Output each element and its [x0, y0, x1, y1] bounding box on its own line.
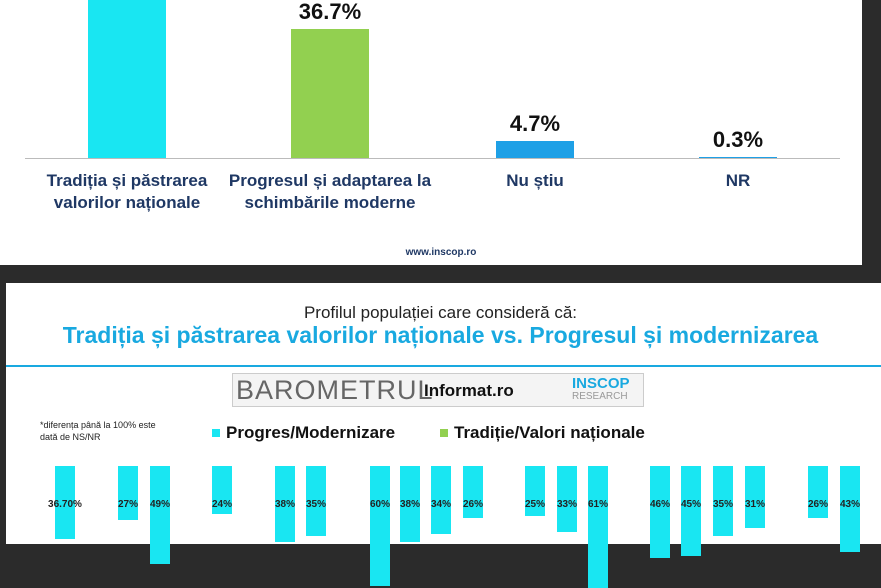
footer: www.inscop.ro: [405, 247, 477, 258]
divider: [6, 365, 881, 367]
bar-segment: [370, 466, 390, 586]
category-label: Tradiția și păstrarea valorilor național…: [46, 171, 208, 212]
bar-segment: [275, 466, 295, 542]
bar-segment: [840, 466, 860, 552]
footnote: *diferența până la 100% este dată de NS/…: [40, 420, 156, 442]
category-label: NR: [725, 171, 751, 190]
bar-segment: [557, 466, 577, 532]
bar: [88, 0, 166, 158]
bar-label: 46%: [649, 499, 670, 510]
bar-label: 27%: [117, 499, 138, 510]
legend-swatch: [212, 429, 220, 437]
legend-swatch: [440, 429, 448, 437]
bar-segment: [588, 466, 608, 588]
legend-label: Tradiție/Valori naționale: [454, 423, 645, 442]
bar-segment: [431, 466, 451, 534]
bar-label: 26%: [462, 499, 483, 510]
bar-label: 38%: [274, 499, 295, 510]
category-label: Nu știu: [506, 171, 564, 190]
category-label: Progresul și adaptarea la schimbările mo…: [228, 171, 432, 212]
bar-label: 35%: [305, 499, 326, 510]
bar-label: 34%: [430, 499, 451, 510]
bar-segment: [212, 466, 232, 514]
bar-label: 31%: [744, 499, 765, 510]
bar-label: 26%: [807, 499, 828, 510]
bar-label: 60%: [369, 499, 390, 510]
bar-segment: [306, 466, 326, 536]
bar: [699, 156, 777, 159]
bar-segment: [681, 466, 701, 556]
top-panel: Tradiția și păstrarea valorilor național…: [0, 0, 862, 265]
bar-segment: [463, 466, 483, 518]
bar-label: 25%: [524, 499, 545, 510]
bar-segment: [55, 466, 75, 540]
logo: BAROMETRUL: [236, 375, 434, 405]
bar-label: 36.70%: [48, 499, 82, 510]
logo: RESEARCH: [572, 391, 628, 402]
bar-label: 33%: [556, 499, 577, 510]
bar-segment: [150, 466, 170, 564]
bar: [496, 141, 574, 158]
subtitle: Profilul populației care consideră că:: [303, 303, 578, 322]
legend-label: Progres/Modernizare: [226, 423, 396, 442]
logo-box: [232, 373, 644, 407]
bar-label: 43%: [839, 499, 860, 510]
bar-label: 38%: [399, 499, 420, 510]
bar-segment: [745, 466, 765, 528]
bottom-panel: Profilul populației care consideră că: Tr…: [6, 283, 881, 588]
bar-segment: [808, 466, 828, 518]
bar-segment: [118, 466, 138, 520]
bar: [291, 29, 369, 158]
value-label: 4.7%: [509, 111, 561, 137]
logo: INSCOP: [572, 375, 630, 392]
value-label: 36.7%: [298, 0, 362, 25]
bar-label: 24%: [211, 499, 232, 510]
logo: Informat.ro: [424, 381, 514, 400]
title: Tradiția și păstrarea valorilor național…: [62, 322, 819, 348]
bar-segment: [713, 466, 733, 536]
bar-segment: [525, 466, 545, 516]
baseline: [25, 158, 840, 159]
bar-label: 35%: [712, 499, 733, 510]
bar-segment: [400, 466, 420, 542]
value-label: 0.3%: [712, 126, 764, 152]
bar-label: 45%: [680, 499, 701, 510]
bar-segment: [650, 466, 670, 558]
bar-label: 49%: [149, 499, 170, 510]
bar-label: 61%: [587, 499, 608, 510]
